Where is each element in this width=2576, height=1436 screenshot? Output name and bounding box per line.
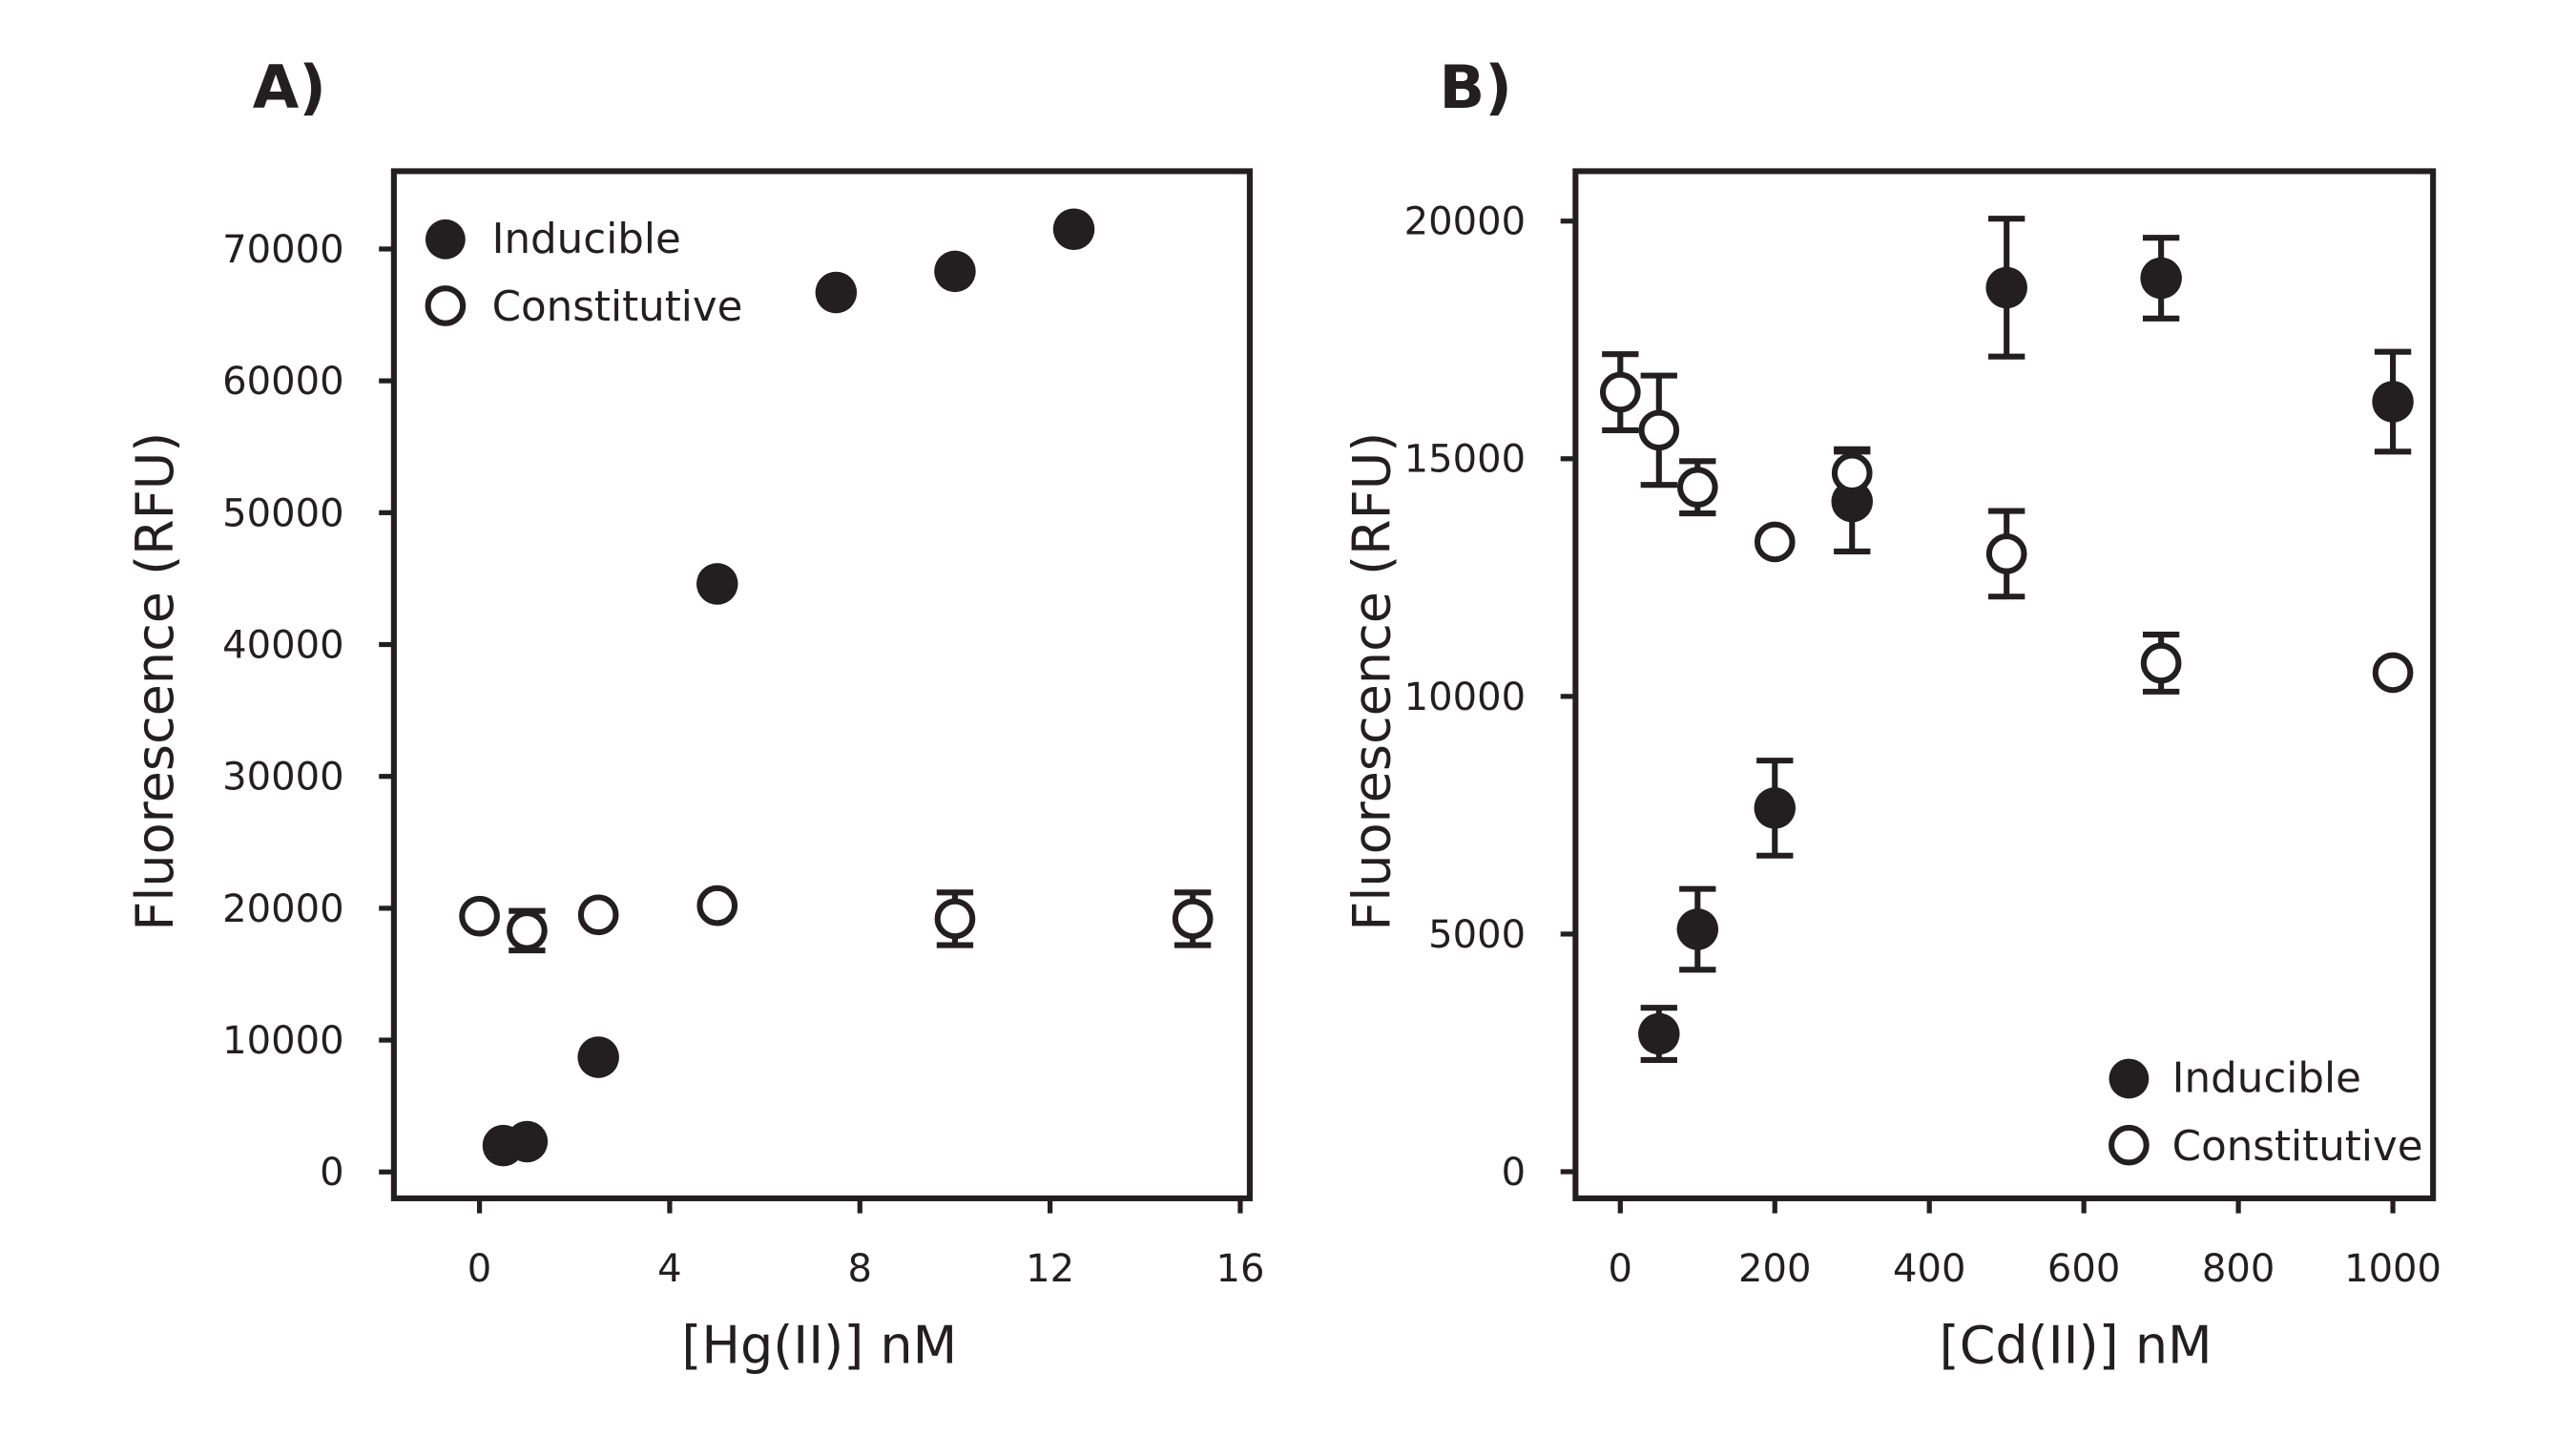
point-constitutive <box>696 884 738 926</box>
y-tick-label-a: 50000 <box>222 491 343 535</box>
x-tick-label-b: 200 <box>1738 1247 1811 1291</box>
point-inducible <box>506 1120 549 1163</box>
x-tick-label-a: 12 <box>1026 1247 1074 1291</box>
point-constitutive <box>2140 642 2182 684</box>
y-axis-title-a: Fluorescence (RFU) <box>125 432 185 931</box>
point-constitutive <box>577 894 619 936</box>
x-tick-label-a: 4 <box>657 1247 681 1291</box>
y-tick-label-b: 15000 <box>1404 438 1526 482</box>
x-tick-label-a: 0 <box>467 1247 491 1291</box>
point-inducible <box>1754 787 1797 829</box>
legend-label-constitutive-b: Constitutive <box>2172 1123 2423 1171</box>
point-constitutive <box>1676 467 1718 509</box>
panel-label-a: A) <box>253 52 326 122</box>
x-tick-label-b: 0 <box>1609 1247 1632 1291</box>
point-inducible <box>1638 1012 1680 1055</box>
point-constitutive <box>1985 533 2027 574</box>
point-inducible <box>696 563 738 605</box>
plot-frame-b <box>1572 168 2437 1201</box>
y-tick-label-b: 5000 <box>1428 913 1526 957</box>
plot-a: 0 10000 20000 30000 40000 50000 60000 70000 0 4 8 1… <box>222 168 1264 1291</box>
legend-marker-inducible-a <box>425 219 466 260</box>
point-inducible <box>1052 208 1095 250</box>
point-inducible <box>577 1036 619 1078</box>
y-tick-label-a: 70000 <box>222 228 343 272</box>
y-tick-label-b: 0 <box>1502 1151 1526 1195</box>
x-tick-label-a: 8 <box>848 1247 872 1291</box>
x-tick-label-b: 800 <box>2202 1247 2275 1291</box>
point-inducible <box>1985 266 2027 309</box>
y-tick-label-a: 20000 <box>222 887 343 931</box>
y-tick-label-a: 60000 <box>222 360 343 404</box>
x-tick-label-b: 400 <box>1893 1247 1965 1291</box>
x-tick-label-b: 1000 <box>2344 1247 2441 1291</box>
point-inducible <box>2372 381 2414 423</box>
legend-label-constitutive-a: Constitutive <box>492 283 743 331</box>
point-constitutive <box>934 898 976 940</box>
point-inducible <box>1831 480 1874 523</box>
y-axis-title-b: Fluorescence (RFU) <box>1341 432 1402 931</box>
point-constitutive <box>459 895 500 937</box>
point-constitutive <box>1599 371 1641 413</box>
y-tick-label-b: 20000 <box>1404 200 1526 244</box>
y-tick-label-a: 10000 <box>222 1019 343 1063</box>
point-inducible <box>815 271 858 314</box>
legend-marker-constitutive-b <box>2109 1124 2150 1166</box>
x-tick-label-a: 16 <box>1215 1247 1264 1291</box>
point-inducible <box>934 250 976 293</box>
point-constitutive <box>1831 452 1873 494</box>
point-constitutive <box>1638 409 1680 451</box>
x-axis-title-b: [Cd(II)] nM <box>1940 1315 2212 1375</box>
legend-label-inducible-a: Inducible <box>492 216 681 263</box>
point-inducible <box>1676 908 1719 950</box>
y-tick-label-a: 0 <box>320 1151 343 1195</box>
point-constitutive <box>2372 652 2414 694</box>
legend-marker-constitutive-a <box>425 285 467 326</box>
x-tick-label-b: 600 <box>2047 1247 2120 1291</box>
point-constitutive <box>1754 521 1796 563</box>
point-constitutive <box>1172 898 1214 940</box>
y-tick-label-a: 40000 <box>222 623 343 667</box>
y-tick-label-a: 30000 <box>222 756 343 800</box>
point-inducible <box>2140 257 2182 300</box>
x-axis-title-a: [Hg(II)] nM <box>681 1315 957 1375</box>
plot-b: 0 5000 10000 15000 20000 0 200 400 600 800 1000 <box>1404 168 2441 1291</box>
point-constitutive <box>507 910 548 951</box>
y-tick-label-b: 10000 <box>1404 676 1526 719</box>
plot-frame-a <box>390 168 1253 1201</box>
legend-marker-inducible-b <box>2109 1058 2150 1099</box>
legend-label-inducible-b: Inducible <box>2172 1054 2361 1102</box>
panel-label-b: B) <box>1440 52 1512 122</box>
